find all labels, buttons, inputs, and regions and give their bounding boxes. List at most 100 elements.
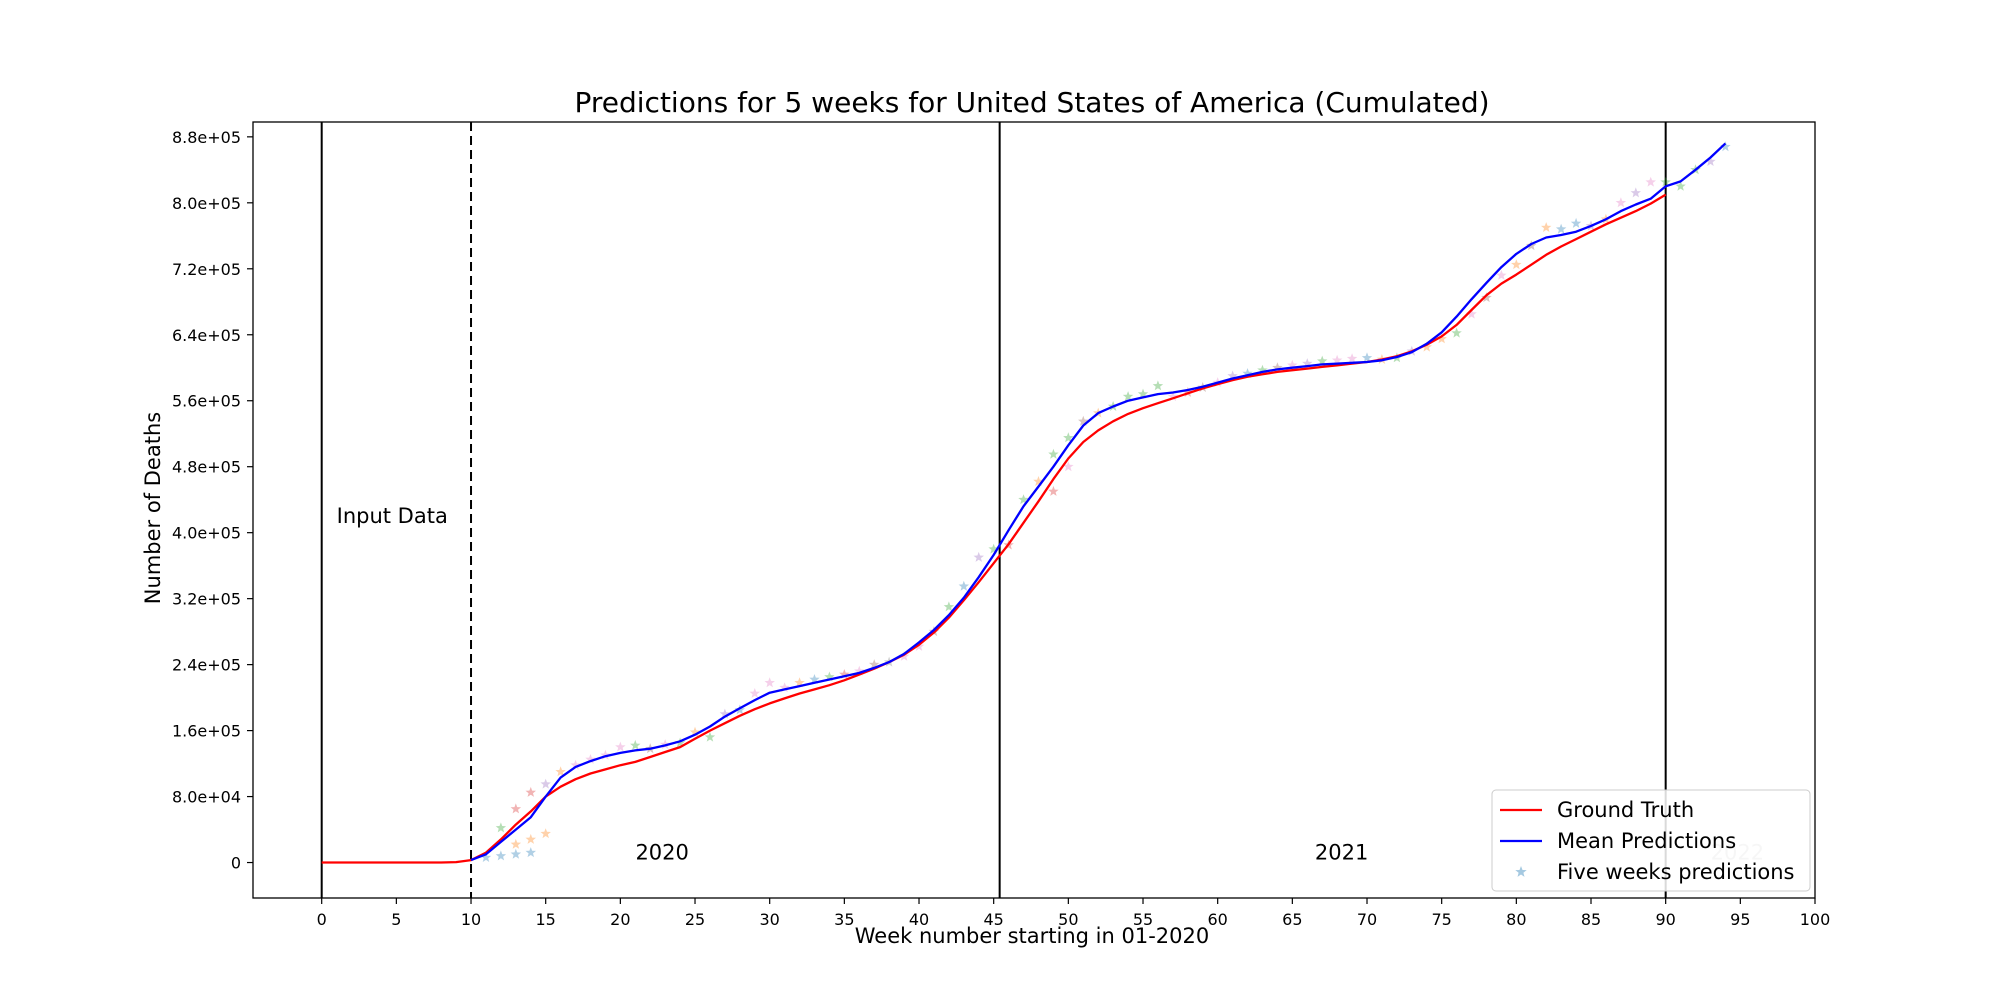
prediction-star — [1048, 448, 1059, 459]
y-tick-label: 1.6e+05 — [172, 722, 241, 741]
y-tick-label: 3.2e+05 — [172, 590, 241, 609]
prediction-star — [540, 828, 551, 839]
prediction-star — [495, 822, 507, 833]
prediction-star — [1167, 391, 1179, 402]
y-tick-label: 5.6e+05 — [172, 392, 241, 411]
prediction-star — [1645, 176, 1656, 187]
prediction-star — [630, 739, 641, 750]
legend-label: Five weeks predictions — [1557, 860, 1795, 884]
x-tick-label: 10 — [461, 910, 481, 929]
prediction-star — [1122, 391, 1134, 402]
series-lines-layer — [321, 142, 1727, 864]
prediction-star — [704, 731, 716, 742]
x-tick-label: 15 — [536, 910, 556, 929]
x-axis: 0 5 10 15 20 25 30 35 40 45 50 55 60 65 70 75 80 85 90 95 10… — [317, 898, 1831, 929]
prediction-star — [1242, 368, 1253, 378]
prediction-star — [719, 708, 731, 719]
y-tick-label: 0 — [231, 854, 241, 873]
x-tick-label: 40 — [909, 910, 929, 929]
prediction-star — [1063, 432, 1074, 443]
prediction-star — [1436, 333, 1447, 344]
annotation-input-data: Input Data — [337, 504, 448, 528]
prediction-star — [764, 677, 775, 688]
prediction-star — [600, 749, 611, 760]
prediction-star — [809, 674, 820, 684]
x-tick-label: 70 — [1357, 910, 1377, 929]
x-tick-label: 80 — [1506, 910, 1526, 929]
x-tick-label: 45 — [984, 910, 1004, 929]
x-tick-label: 75 — [1431, 910, 1451, 929]
prediction-star — [1018, 494, 1029, 505]
prediction-star — [525, 847, 536, 858]
legend-swatch-five-weeks-predictions — [1515, 866, 1527, 877]
x-tick-label: 35 — [834, 910, 854, 929]
prediction-star — [1541, 222, 1552, 232]
x-tick-label: 100 — [1800, 910, 1831, 929]
prediction-star — [1287, 359, 1298, 370]
prediction-star — [659, 739, 671, 750]
y-axis: 0 8.0e+04 1.6e+05 2.4e+05 3.2e+05 4.0e+05 4.8e… — [172, 128, 253, 873]
prediction-star — [958, 580, 969, 591]
prediction-star — [1720, 141, 1731, 152]
prediction-star — [1152, 380, 1164, 391]
x-tick-label: 50 — [1058, 910, 1078, 929]
x-tick-label: 0 — [317, 910, 327, 929]
legend-box — [1491, 789, 1811, 892]
y-tick-label: 8.0e+04 — [172, 788, 241, 807]
prediction-star — [1346, 353, 1358, 364]
prediction-star — [854, 665, 865, 676]
prediction-star — [973, 551, 984, 562]
prediction-star — [1257, 364, 1268, 375]
prediction-star — [1048, 485, 1059, 496]
x-tick-label: 65 — [1282, 910, 1302, 929]
prediction-star — [1705, 156, 1716, 166]
prediction-star — [1331, 354, 1343, 365]
y-tick-label: 7.2e+05 — [172, 260, 241, 279]
prediction-star — [510, 803, 522, 814]
plot-frame — [252, 121, 1816, 899]
prediction-star — [689, 726, 701, 737]
prediction-star — [1361, 352, 1373, 363]
prediction-star — [1063, 461, 1074, 472]
prediction-star — [1481, 292, 1492, 303]
x-tick-label: 25 — [685, 910, 705, 929]
annotation-2020: 2020 — [635, 841, 688, 865]
legend: Ground Truth Mean Predictions Five weeks p… — [1491, 789, 1811, 892]
prediction-star — [1675, 180, 1686, 191]
x-tick-label: 5 — [391, 910, 401, 929]
y-tick-label: 4.0e+05 — [172, 524, 241, 543]
y-tick-label: 4.8e+05 — [172, 458, 241, 477]
x-axis-label: Week number starting in 01-2020 — [855, 924, 1209, 948]
x-tick-label: 20 — [610, 910, 630, 929]
five-weeks-predictions-layer — [480, 141, 1731, 862]
prediction-star — [869, 659, 880, 670]
x-tick-label: 90 — [1655, 910, 1675, 929]
prediction-star — [839, 669, 850, 679]
annotation-2021: 2021 — [1315, 841, 1368, 865]
x-tick-label: 95 — [1730, 910, 1750, 929]
vertical-lines-layer — [320, 122, 1667, 898]
prediction-star — [749, 688, 760, 698]
mean-predictions-line — [470, 142, 1727, 862]
x-tick-label: 60 — [1207, 910, 1227, 929]
prediction-star — [1078, 415, 1089, 426]
prediction-star — [510, 838, 522, 849]
ground-truth-line — [321, 193, 1667, 864]
prediction-star — [1511, 259, 1522, 270]
prediction-star — [1660, 176, 1671, 187]
x-tick-label: 55 — [1133, 910, 1153, 929]
prediction-star — [1182, 387, 1193, 397]
prediction-star — [1302, 358, 1313, 369]
prediction-star — [1570, 217, 1582, 228]
prediction-star — [1421, 341, 1432, 352]
legend-label: Ground Truth — [1557, 798, 1694, 822]
prediction-star — [1496, 269, 1507, 280]
prediction-star — [1466, 308, 1477, 319]
prediction-star — [495, 850, 507, 861]
prediction-star — [1630, 187, 1641, 198]
y-axis-label: Number of Deaths — [141, 412, 165, 604]
prediction-star — [510, 848, 522, 859]
prediction-star — [1317, 355, 1328, 366]
